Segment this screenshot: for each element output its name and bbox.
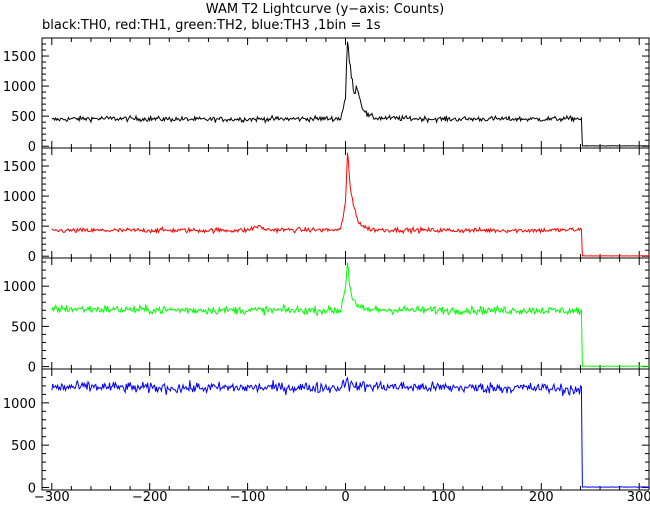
x-tick-label: 0 [341, 490, 349, 505]
y-tick-label: 1500 [3, 160, 36, 175]
x-tick-label: 300 [627, 490, 650, 505]
series-line-th3 [51, 376, 650, 488]
series-line-th1 [51, 152, 649, 257]
y-tick-label: 500 [11, 220, 36, 235]
series-line-th0 [51, 41, 650, 147]
y-tick-label: 1000 [3, 190, 36, 205]
chart-subtitle: black:TH0, red:TH1, green:TH2, blue:TH3 … [42, 18, 381, 33]
y-tick-label: 0 [28, 250, 36, 265]
y-tick-label: 500 [11, 439, 36, 454]
y-tick-label: 0 [28, 361, 36, 376]
x-tick-label: −100 [230, 490, 266, 505]
y-tick-label: 1000 [3, 397, 36, 412]
series-line-th2 [51, 262, 649, 368]
y-tick-label: 1500 [3, 50, 36, 65]
y-tick-label: 500 [11, 110, 36, 125]
x-tick-label: 100 [431, 490, 456, 505]
y-tick-label: 1000 [3, 80, 36, 95]
y-tick-label: 1000 [3, 280, 36, 295]
x-tick-label: 200 [529, 490, 554, 505]
chart-title: WAM T2 Lightcurve (y−axis: Counts) [205, 2, 445, 17]
y-tick-label: 0 [28, 140, 36, 155]
x-tick-label: −300 [34, 490, 70, 505]
x-tick-label: −200 [132, 490, 168, 505]
y-tick-label: 0 [28, 481, 36, 496]
y-tick-label: 500 [11, 320, 36, 335]
panel-frame-th2 [41, 257, 650, 370]
